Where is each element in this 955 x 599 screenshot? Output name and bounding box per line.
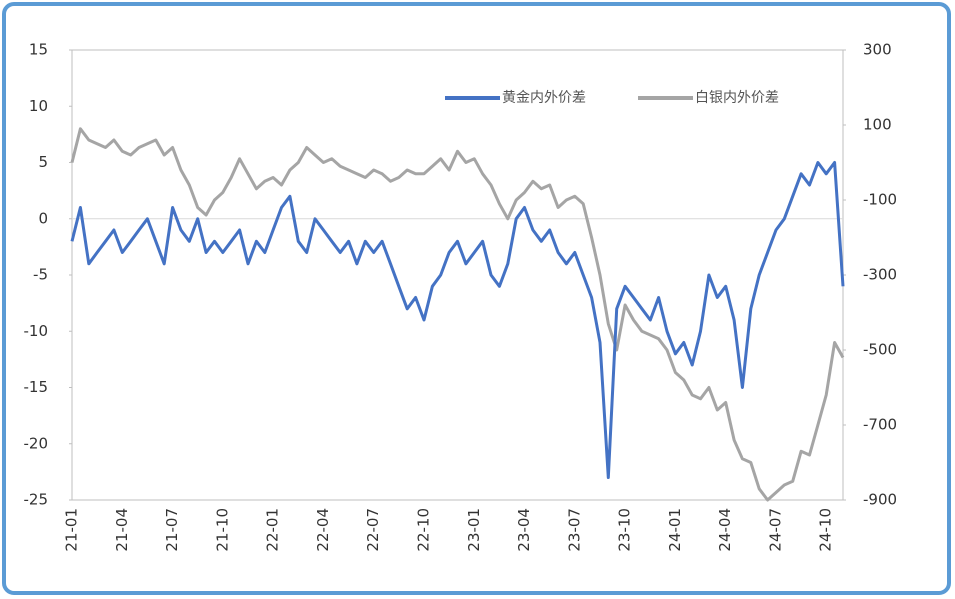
x-tick-label: 23-04: [515, 508, 533, 552]
x-tick-label: 24-10: [817, 508, 835, 552]
y2-tick-label: 300: [863, 41, 892, 59]
y2-tick-label: -100: [863, 191, 897, 209]
x-tick-label: 21-10: [213, 508, 231, 552]
y-tick-label: 10: [29, 97, 48, 115]
series-line: [70, 161, 845, 479]
x-tick-label: 22-04: [314, 508, 332, 552]
y2-tick-label: -900: [863, 491, 897, 509]
y-tick-label: -20: [24, 434, 49, 452]
legend-label: 白银内外价差: [695, 90, 779, 106]
series-line: [70, 127, 845, 502]
y2-tick-label: -500: [863, 341, 897, 359]
y-tick-label: -5: [33, 266, 48, 284]
y2-tick-label: -300: [863, 266, 897, 284]
legend-label: 黄金内外价差: [502, 89, 586, 106]
x-tick-label: 22-10: [414, 508, 432, 552]
x-tick-label: 24-07: [766, 508, 784, 552]
y-tick-label: 5: [38, 153, 48, 171]
y2-tick-label: 100: [863, 116, 892, 134]
y-tick-label: -10: [24, 322, 49, 340]
x-tick-label: 24-04: [716, 508, 734, 552]
y-tick-label: -25: [24, 491, 49, 509]
x-tick-label: 21-07: [163, 508, 181, 552]
x-tick-label: 22-01: [264, 508, 282, 552]
y2-tick-label: -700: [863, 416, 897, 434]
x-tick-label: 21-01: [63, 508, 81, 552]
y-tick-label: 15: [29, 41, 48, 59]
x-tick-label: 23-10: [616, 508, 634, 552]
x-tick-label: 23-07: [565, 508, 583, 552]
x-tick-label: 23-01: [465, 508, 483, 552]
x-tick-label: 21-04: [113, 508, 131, 552]
x-tick-label: 24-01: [666, 508, 684, 552]
x-tick-label: 22-07: [364, 508, 382, 552]
y-tick-label: 0: [38, 209, 48, 227]
y-tick-label: -15: [24, 378, 49, 396]
